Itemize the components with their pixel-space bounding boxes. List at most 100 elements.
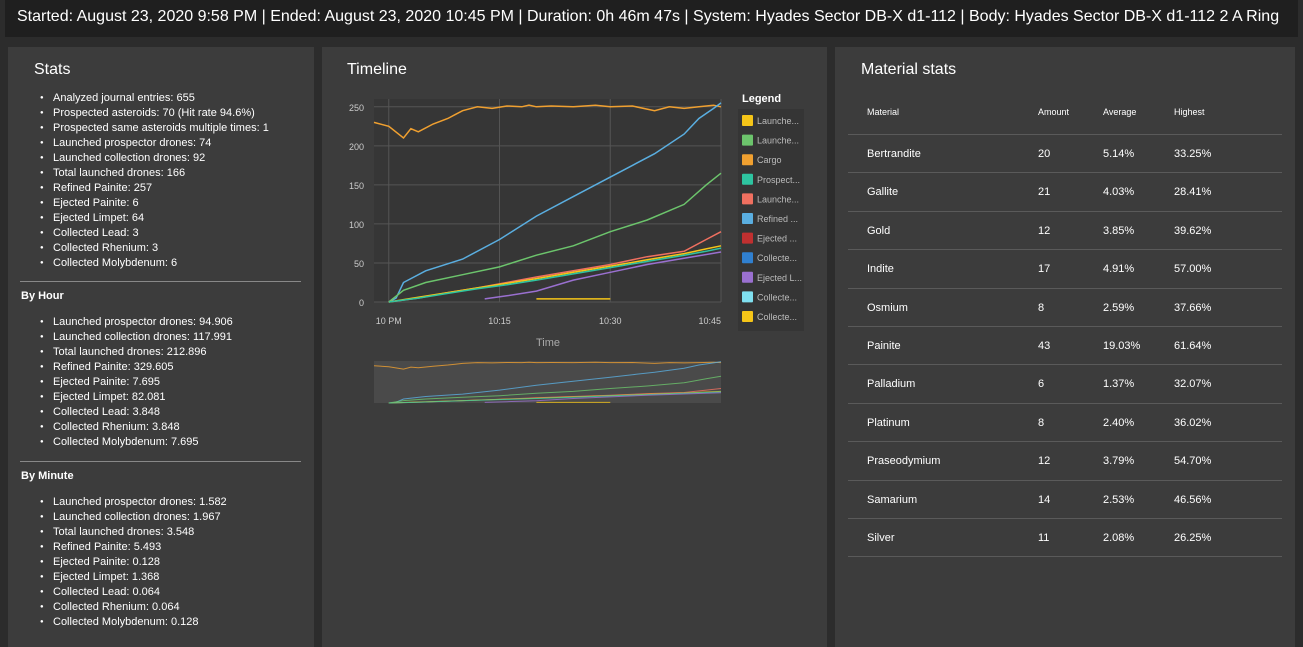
session-summary: Started: August 23, 2020 9:58 PM | Ended… — [17, 8, 1280, 25]
table-cell: 26.25% — [1174, 531, 1212, 544]
legend-label: Launche... — [757, 194, 799, 204]
table-cell: Praseodymium — [867, 455, 941, 468]
series-line — [388, 247, 722, 303]
table-cell: 61.64% — [1174, 339, 1212, 352]
navigator-line — [388, 375, 722, 404]
table-cell: 6 — [1038, 378, 1045, 391]
legend-swatch — [742, 134, 753, 146]
table-cell: 28.41% — [1174, 186, 1212, 199]
section-divider — [20, 281, 301, 282]
navigator-line — [373, 361, 722, 370]
table-row: Bertrandite 20 5.14% 33.25% — [848, 135, 1282, 174]
table-row: Platinum 8 2.40% 36.02% — [848, 404, 1282, 443]
table-row: Painite 43 19.03% 61.64% — [848, 327, 1282, 366]
table-cell: 17 — [1038, 263, 1051, 276]
legend-item[interactable]: Launche... — [742, 193, 799, 205]
table-row: Palladium 6 1.37% 32.07% — [848, 365, 1282, 404]
stat-item: Launched collection drones: 117.991 — [40, 330, 233, 345]
timeline-panel: Timeline 0 50 100 150 200 250 10 PM 10:15 10:30… — [322, 47, 827, 647]
legend-item[interactable]: Launche... — [742, 115, 799, 126]
y-tick-label: 200 — [349, 142, 364, 152]
legend-item[interactable]: Cargo — [742, 154, 782, 166]
legend-swatch — [742, 154, 753, 166]
stat-item: Collected Lead: 0.064 — [40, 585, 227, 600]
legend-item[interactable]: Collecte... — [742, 311, 797, 322]
column-header[interactable]: Highest — [1174, 107, 1205, 117]
stat-item: Ejected Limpet: 82.081 — [40, 390, 233, 405]
legend-swatch — [742, 213, 753, 224]
navigator-line — [388, 391, 722, 404]
stat-item: Collected Rhenium: 3.848 — [40, 420, 233, 435]
timeline-chart[interactable]: 0 50 100 150 200 250 10 PM 10:15 10:30 10:45 Tim… — [322, 47, 827, 607]
stat-item: Refined Painite: 257 — [40, 181, 269, 196]
table-cell: 2.08% — [1103, 531, 1135, 544]
stat-item: Ejected Painite: 6 — [40, 196, 269, 211]
stat-item: Prospected asteroids: 70 (Hit rate 94.6%… — [40, 106, 269, 121]
legend-label: Refined ... — [757, 214, 798, 224]
series-line — [388, 102, 722, 303]
navigator-line — [388, 361, 722, 404]
legend-item[interactable]: Collecte... — [742, 291, 797, 303]
y-tick-label: 50 — [354, 259, 364, 269]
table-cell: 43 — [1038, 339, 1051, 352]
legend-swatch — [742, 115, 753, 126]
legend-item[interactable]: Launche... — [742, 134, 799, 146]
column-header[interactable]: Material — [867, 107, 900, 117]
table-cell: Bertrandite — [867, 148, 921, 160]
table-header: Material Amount Average Highest — [848, 99, 1282, 135]
table-cell: 8 — [1038, 301, 1045, 314]
legend-label: Prospect... — [757, 175, 800, 185]
stat-item: Launched prospector drones: 94.906 — [40, 315, 233, 330]
series-line — [484, 251, 722, 300]
x-tick-label: 10:45 — [698, 316, 721, 326]
legend-item[interactable]: Collecte... — [742, 252, 797, 264]
column-header[interactable]: Amount — [1038, 107, 1070, 117]
legend-label: Collecte... — [757, 292, 797, 302]
stat-item: Ejected Painite: 0.128 — [40, 555, 227, 570]
table-cell: Indite — [867, 263, 894, 276]
stat-item: Launched prospector drones: 1.582 — [40, 495, 227, 510]
stat-item: Collected Rhenium: 3 — [40, 241, 269, 256]
x-tick-label: 10 PM — [376, 316, 402, 326]
column-header[interactable]: Average — [1103, 107, 1137, 117]
table-row: Indite 17 4.91% 57.00% — [848, 250, 1282, 289]
table-cell: 39.62% — [1174, 224, 1212, 237]
legend-label: Ejected L... — [757, 273, 802, 283]
stats-title: Stats — [34, 61, 71, 78]
table-row: Praseodymium 12 3.79% 54.70% — [848, 442, 1282, 481]
table-cell: 19.03% — [1103, 339, 1141, 352]
table-cell: 1.37% — [1103, 378, 1135, 391]
table-row: Osmium 8 2.59% 37.66% — [848, 289, 1282, 327]
table-cell: 46.56% — [1174, 493, 1212, 506]
stat-item: Total launched drones: 212.896 — [40, 345, 233, 360]
table-row: Samarium 14 2.53% 46.56% — [848, 481, 1282, 519]
legend-item[interactable]: Ejected ... — [742, 232, 797, 244]
stat-item: Total launched drones: 3.548 — [40, 525, 227, 540]
session-header: Started: August 23, 2020 9:58 PM | Ended… — [5, 0, 1298, 37]
by-hour-list: Launched prospector drones: 94.906 Launc… — [40, 315, 233, 450]
stat-item: Refined Painite: 329.605 — [40, 360, 233, 375]
series-line — [388, 172, 722, 303]
legend-swatch — [742, 291, 753, 303]
stat-item: Ejected Limpet: 64 — [40, 211, 269, 226]
x-tick-label: 10:30 — [599, 316, 622, 326]
legend-item[interactable]: Prospect... — [742, 173, 800, 185]
stat-item: Collected Molybdenum: 7.695 — [40, 435, 233, 450]
legend-swatch — [742, 193, 753, 205]
table-cell: Gold — [867, 224, 891, 237]
legend-item[interactable]: Refined ... — [742, 213, 798, 224]
stat-item: Collected Rhenium: 0.064 — [40, 600, 227, 615]
stat-item: Refined Painite: 5.493 — [40, 540, 227, 555]
legend-item[interactable]: Ejected L... — [742, 271, 802, 283]
legend-swatch — [742, 173, 753, 185]
stat-item: Collected Molybdenum: 0.128 — [40, 615, 227, 630]
legend-label: Launche... — [757, 116, 799, 126]
timeline-title: Timeline — [347, 61, 407, 78]
legend-swatch — [742, 232, 753, 244]
table-cell: Osmium — [867, 301, 908, 314]
legend-label: Collecte... — [757, 312, 797, 322]
table-cell: Palladium — [867, 378, 916, 391]
stat-item: Launched collection drones: 1.967 — [40, 510, 227, 525]
table-cell: 8 — [1038, 416, 1045, 429]
table-cell: 14 — [1038, 493, 1051, 506]
